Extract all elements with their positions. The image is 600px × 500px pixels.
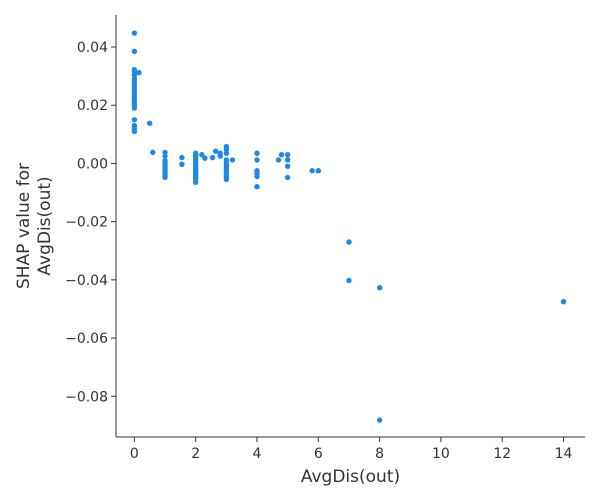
y-tick-label: −0.02 <box>65 215 108 231</box>
x-tick-label: 8 <box>375 446 384 462</box>
scatter-point <box>223 150 230 156</box>
scatter-point <box>131 128 138 135</box>
y-axis-ticks: 0.04 0.02 0.00 −0.02 −0.04 −0.06 −0.08 <box>65 40 116 405</box>
y-tick-label: 0.00 <box>77 156 108 172</box>
scatter-point <box>131 105 138 111</box>
scatter-point <box>202 155 208 161</box>
scatter-point <box>199 151 205 158</box>
y-axis-label: SHAP value for AvgDis(out) <box>14 163 55 289</box>
scatter-point <box>346 277 352 284</box>
scatter-point <box>162 153 168 159</box>
scatter-point <box>192 179 199 186</box>
x-tick-label: 0 <box>130 446 139 462</box>
y-tick-label: 0.04 <box>77 40 108 56</box>
scatter-points <box>131 30 567 423</box>
scatter-point <box>162 149 168 156</box>
scatter-point <box>376 417 383 423</box>
scatter-point <box>315 168 322 174</box>
scatter-point <box>275 157 282 163</box>
scatter-point <box>284 151 291 158</box>
scatter-point <box>147 120 153 126</box>
y-tick-label: −0.04 <box>65 273 108 289</box>
y-axis-label-line-1: SHAP value for <box>14 163 34 289</box>
scatter-point <box>223 146 230 153</box>
scatter-point <box>254 157 260 163</box>
y-tick-label: −0.06 <box>65 331 108 347</box>
x-tick-label: 6 <box>314 446 323 462</box>
x-tick-label: 4 <box>253 446 262 462</box>
scatter-point <box>376 284 383 291</box>
scatter-point <box>284 174 291 181</box>
scatter-point <box>254 173 260 180</box>
scatter-point <box>223 176 230 183</box>
scatter-point <box>229 157 236 163</box>
x-tick-label: 14 <box>555 446 573 462</box>
scatter-point <box>150 149 156 156</box>
scatter-point <box>209 154 216 161</box>
scatter-point <box>179 161 185 168</box>
y-axis-label-line-2: AvgDis(out) <box>35 176 55 275</box>
scatter-point <box>560 298 567 305</box>
scatter-point <box>131 117 138 123</box>
scatter-point <box>131 72 138 78</box>
scatter-point <box>131 48 138 55</box>
scatter-point <box>284 163 291 170</box>
scatter-point <box>179 154 185 161</box>
x-tick-label: 10 <box>432 446 450 462</box>
scatter-point <box>212 148 219 154</box>
scatter-point <box>217 153 223 159</box>
x-axis-ticks: 0 2 4 6 8 10 12 14 <box>130 437 573 462</box>
scatter-point <box>162 174 168 181</box>
scatter-point <box>254 184 260 190</box>
x-axis-label: AvgDis(out) <box>301 467 400 487</box>
y-tick-label: −0.08 <box>65 389 108 405</box>
scatter-point <box>131 30 138 36</box>
scatter-point <box>346 239 352 245</box>
y-tick-label: 0.02 <box>77 98 108 114</box>
x-tick-label: 2 <box>191 446 200 462</box>
scatter-point <box>309 168 315 174</box>
scatter-point <box>254 150 260 156</box>
scatter-point <box>136 69 142 76</box>
x-tick-label: 12 <box>493 446 511 462</box>
scatter-point <box>284 157 291 163</box>
scatter-point <box>278 151 285 158</box>
